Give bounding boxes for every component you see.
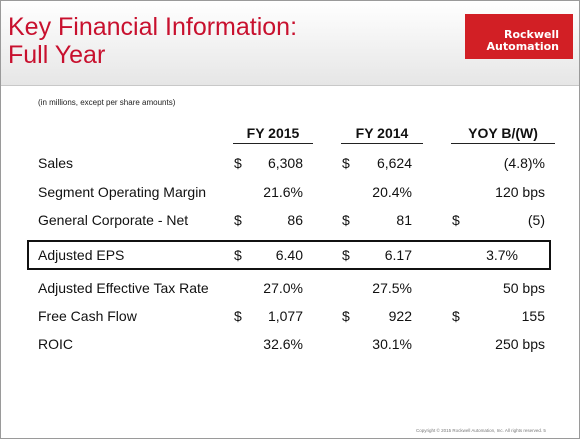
row-label: ROIC: [38, 336, 73, 352]
fy2015-value: 21.6%: [263, 184, 303, 200]
fy2014-value: 6,624: [376, 155, 412, 171]
row-label: Free Cash Flow: [38, 308, 137, 324]
yoy-value: (5): [527, 212, 545, 228]
table-row-segment-operating-margin: Segment Operating Margin 21.6% 20.4% 120…: [1, 184, 579, 208]
fy2014-value: 81: [396, 212, 412, 228]
table-row-adjusted-effective-tax-rate: Adjusted Effective Tax Rate 27.0% 27.5% …: [1, 280, 579, 304]
fy2014-value: 30.1%: [372, 336, 412, 352]
currency-symbol: $: [234, 212, 242, 228]
currency-symbol: $: [234, 155, 242, 171]
slide-title: Key Financial Information: Full Year: [8, 13, 298, 69]
logo-line-1: Rockwell: [503, 28, 559, 41]
fy2014-value: 6.17: [384, 247, 412, 263]
column-header-fy2014: FY 2014: [355, 125, 409, 141]
currency-symbol: $: [342, 247, 350, 263]
column-underline: [451, 143, 555, 144]
row-label: Adjusted Effective Tax Rate: [38, 280, 209, 296]
yoy-value: 155: [521, 308, 545, 324]
yoy-value: 120 bps: [495, 184, 545, 200]
fy2015-value: 6.40: [275, 247, 303, 263]
fy2015-value: 32.6%: [263, 336, 303, 352]
row-label: Sales: [38, 155, 74, 171]
fy2014-value: 27.5%: [372, 280, 412, 296]
column-underline: [233, 143, 313, 144]
copyright-footer: Copyright © 2015 Rockwell Automation, In…: [416, 428, 546, 433]
fy2015-value: 6,308: [267, 155, 303, 171]
currency-symbol: $: [234, 308, 242, 324]
table-row-free-cash-flow: Free Cash Flow $ 1,077 $ 922 $ 155: [1, 308, 579, 332]
currency-symbol: $: [452, 212, 460, 228]
table-row-roic: ROIC 32.6% 30.1% 250 bps: [1, 336, 579, 360]
rockwell-automation-logo: Rockwell Automation: [465, 14, 573, 59]
currency-symbol: $: [342, 212, 350, 228]
column-underline: [341, 143, 423, 144]
column-header-yoy: YOY B/(W): [468, 125, 538, 141]
row-label: Adjusted EPS: [38, 247, 125, 263]
logo-line-2: Automation: [486, 40, 559, 53]
adjusted-eps-highlight-box: [27, 240, 551, 270]
currency-symbol: $: [342, 155, 350, 171]
currency-symbol: $: [234, 247, 242, 263]
header-divider: [1, 85, 579, 86]
row-label: Segment Operating Margin: [38, 184, 207, 200]
table-row-sales: Sales $ 6,308 $ 6,624 (4.8)%: [1, 155, 579, 179]
yoy-value: 3.7%: [486, 247, 518, 263]
currency-symbol: $: [342, 308, 350, 324]
fy2014-value: 20.4%: [372, 184, 412, 200]
units-note: (in millions, except per share amounts): [38, 98, 176, 107]
yoy-value: 50 bps: [502, 280, 545, 296]
table-row-general-corporate-net: General Corporate - Net $ 86 $ 81 $ (5): [1, 212, 579, 236]
column-header-fy2015: FY 2015: [246, 125, 300, 141]
fy2015-value: 1,077: [267, 308, 303, 324]
slide-header: Key Financial Information: Full Year Roc…: [1, 1, 579, 85]
currency-symbol: $: [452, 308, 460, 324]
yoy-value: 250 bps: [495, 336, 545, 352]
fy2015-value: 86: [287, 212, 303, 228]
fy2015-value: 27.0%: [263, 280, 303, 296]
yoy-value: (4.8)%: [503, 155, 545, 171]
table-row-adjusted-eps: Adjusted EPS $ 6.40 $ 6.17 3.7%: [1, 247, 579, 271]
fy2014-value: 922: [388, 308, 412, 324]
row-label: General Corporate - Net: [38, 212, 189, 228]
